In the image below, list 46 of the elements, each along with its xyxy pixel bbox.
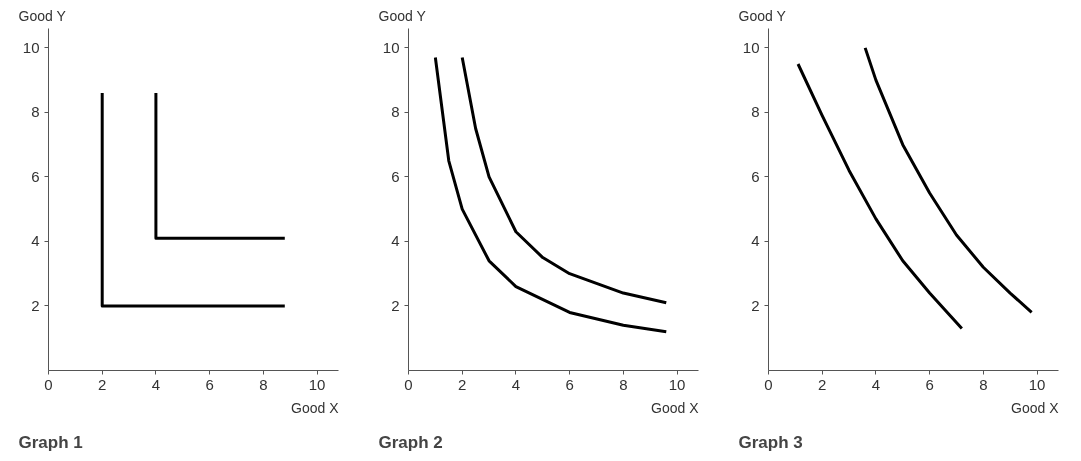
x-axis-title: Good X xyxy=(651,399,700,416)
line-series xyxy=(796,62,964,331)
y-tick-label: 8 xyxy=(391,103,400,121)
y-axis-title: Good Y xyxy=(378,7,427,24)
text: Graph 1 xyxy=(18,432,83,452)
y-tick-label: 4 xyxy=(391,232,400,250)
x-tick-label: 8 xyxy=(979,375,988,393)
x-tick-label: 8 xyxy=(259,375,268,393)
x-axis-title: Good X xyxy=(291,399,340,416)
x-tick-label: 4 xyxy=(511,375,521,393)
x-tick-label: 4 xyxy=(151,375,161,393)
x-tick-label: 10 xyxy=(1028,375,1046,393)
y-tick-label: 6 xyxy=(31,167,40,185)
y-tick-label: 4 xyxy=(31,232,40,250)
x-tick-label: 4 xyxy=(871,375,881,393)
line-series xyxy=(460,56,668,305)
x-tick-label: 10 xyxy=(308,375,326,393)
x-tick-label: 2 xyxy=(98,375,107,393)
x-axis-title: Good X xyxy=(1011,399,1060,416)
x-tick-label: 10 xyxy=(668,375,686,393)
y-tick-label: 10 xyxy=(382,38,400,56)
text: Graph 3 xyxy=(738,432,803,452)
x-tick-label: 2 xyxy=(458,375,467,393)
y-tick-label: 2 xyxy=(751,296,760,314)
y-axis-title: Good Y xyxy=(18,7,67,24)
y-tick-label: 6 xyxy=(751,167,760,185)
line-series xyxy=(863,46,1034,314)
x-tick-label: 0 xyxy=(764,375,773,393)
x-tick-label: 8 xyxy=(619,375,628,393)
y-tick-label: 10 xyxy=(22,38,40,56)
x-tick-label: 6 xyxy=(565,375,574,393)
text: Graph 2 xyxy=(378,432,443,452)
y-tick-label: 4 xyxy=(751,232,760,250)
x-tick-label: 0 xyxy=(404,375,413,393)
y-tick-label: 2 xyxy=(391,296,400,314)
y-tick-label: 10 xyxy=(742,38,760,56)
y-axis-title: Good Y xyxy=(738,7,787,24)
y-tick-label: 8 xyxy=(31,103,40,121)
x-tick-label: 6 xyxy=(205,375,214,393)
y-tick-label: 6 xyxy=(391,167,400,185)
y-tick-label: 8 xyxy=(751,103,760,121)
y-tick-label: 2 xyxy=(31,296,40,314)
line-series xyxy=(433,56,668,334)
x-tick-label: 2 xyxy=(818,375,827,393)
x-tick-label: 0 xyxy=(44,375,53,393)
x-tick-label: 6 xyxy=(925,375,934,393)
